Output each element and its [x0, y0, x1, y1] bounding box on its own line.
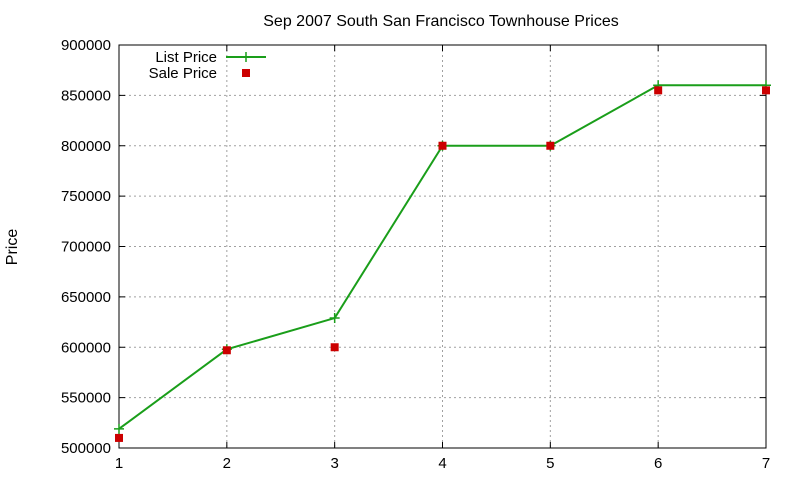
data-point-square — [330, 343, 339, 352]
x-tick-label: 1 — [115, 455, 123, 472]
data-point-square — [546, 141, 555, 150]
y-tick-label: 500000 — [61, 440, 111, 457]
axis-ticks: 500000 550000 600000 650000 700000 750000 8000… — [61, 37, 770, 472]
data-point-plus — [114, 423, 124, 434]
data-point-square — [222, 346, 231, 355]
y-tick-label: 700000 — [61, 239, 111, 256]
y-tick-label: 650000 — [61, 289, 111, 306]
legend-marker-square — [242, 69, 250, 77]
data-point-square — [438, 141, 447, 150]
y-tick-label: 900000 — [61, 37, 111, 54]
x-tick-label: 7 — [762, 455, 770, 472]
legend-marker-plus — [241, 52, 251, 62]
plot-frame — [118, 44, 767, 449]
legend-label: List Price — [155, 49, 217, 66]
legend-label: Sale Price — [149, 65, 217, 82]
chart-title: Sep 2007 South San Francisco Townhouse P… — [263, 13, 618, 30]
x-tick-label: 6 — [654, 455, 662, 472]
data-point-plus — [329, 313, 340, 324]
data-point-square — [654, 86, 663, 95]
y-tick-label: 750000 — [61, 188, 111, 205]
x-tick-label: 4 — [438, 455, 446, 472]
y-tick-label: 550000 — [61, 390, 111, 407]
x-tick-label: 5 — [546, 455, 554, 472]
data-point-square — [762, 86, 770, 95]
data-point-square — [115, 433, 123, 442]
series — [114, 80, 771, 442]
series-sale-price — [115, 86, 770, 442]
y-tick-label: 850000 — [61, 87, 111, 104]
x-tick-label: 2 — [223, 455, 231, 472]
grid — [119, 45, 766, 448]
x-tick-label: 3 — [330, 455, 338, 472]
y-axis-label: Price — [4, 229, 21, 266]
y-tick-label: 800000 — [61, 138, 111, 155]
y-tick-label: 600000 — [61, 339, 111, 356]
